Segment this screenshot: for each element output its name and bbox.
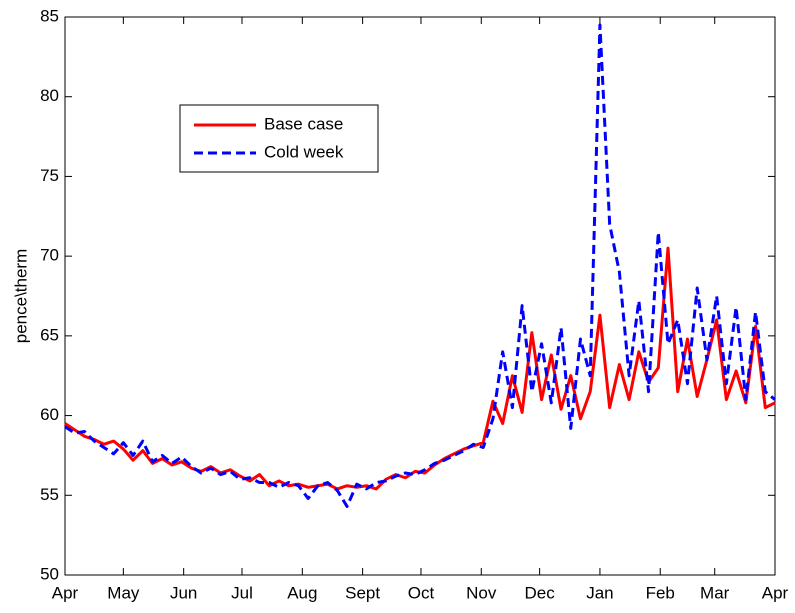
y-tick-label: 85 xyxy=(40,6,59,25)
series-line xyxy=(64,246,776,491)
x-tick-label: Apr xyxy=(52,583,79,602)
y-tick-label: 50 xyxy=(40,564,59,583)
legend-label: Base case xyxy=(264,114,343,133)
plot-frame xyxy=(64,16,776,576)
x-tick-label: Jan xyxy=(586,583,613,602)
x-tick-label: Jun xyxy=(170,583,197,602)
series-line xyxy=(64,23,776,508)
x-tick-label: Nov xyxy=(466,583,497,602)
legend-label: Cold week xyxy=(264,142,344,161)
x-tick-label: May xyxy=(107,583,140,602)
x-tick-label: Apr xyxy=(762,583,789,602)
y-tick-label: 80 xyxy=(40,86,59,105)
x-tick-label: Sept xyxy=(345,583,380,602)
y-tick-label: 70 xyxy=(40,246,59,265)
y-tick-label: 75 xyxy=(40,166,59,185)
x-tick-label: Aug xyxy=(287,583,317,602)
x-tick-label: Jul xyxy=(231,583,253,602)
y-tick-label: 65 xyxy=(40,325,59,344)
x-tick-label: Dec xyxy=(525,583,556,602)
x-tick-label: Feb xyxy=(646,583,675,602)
x-tick-label: Mar xyxy=(700,583,730,602)
x-tick-label: Oct xyxy=(408,583,435,602)
y-tick-label: 60 xyxy=(40,405,59,424)
y-axis-label: pence\therm xyxy=(11,249,30,344)
y-tick-label: 55 xyxy=(40,485,59,504)
legend-box xyxy=(179,104,379,173)
